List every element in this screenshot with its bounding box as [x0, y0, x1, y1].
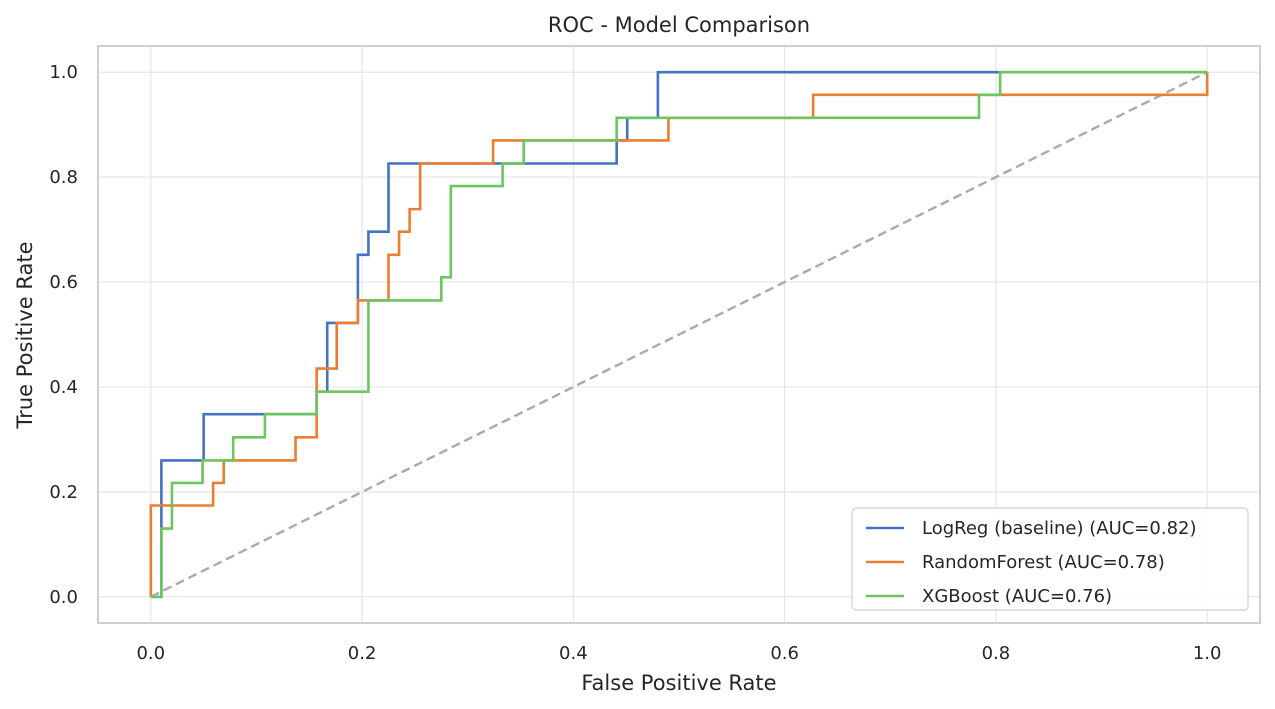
- y-axis-title: True Positive Rate: [13, 241, 37, 429]
- series-layer: [149, 70, 1209, 599]
- legend-box: [851, 507, 1249, 611]
- legend-label: RandomForest (AUC=0.78): [922, 552, 1165, 573]
- series-line-logreg: [150, 70, 1208, 599]
- tick-labels: 0.0 0.2 0.4 0.6 0.8 1.0 0.0 0.2 0.4 0.6 0.8 1.0: [49, 62, 1221, 664]
- x-tick-label: 1.0: [1193, 643, 1222, 664]
- chart-title: ROC - Model Comparison: [548, 13, 810, 37]
- series-line-xgboost: [150, 70, 1208, 599]
- x-tick-label: 0.2: [348, 643, 377, 664]
- chance-diagonal-line: [150, 71, 1208, 598]
- plot-frame: [97, 45, 1261, 624]
- x-tick-label: 0.0: [136, 643, 165, 664]
- legend-label: XGBoost (AUC=0.76): [922, 586, 1112, 607]
- y-tick-label: 0.2: [49, 482, 78, 503]
- x-tick-label: 0.8: [982, 643, 1011, 664]
- y-tick-label: 0.0: [49, 587, 78, 608]
- y-tick-label: 0.4: [49, 377, 78, 398]
- y-tick-label: 0.8: [49, 167, 78, 188]
- legend: LogReg (baseline) (AUC=0.82) RandomForest…: [851, 507, 1249, 611]
- x-tick-label: 0.6: [770, 643, 799, 664]
- x-tick-label: 0.4: [559, 643, 588, 664]
- x-axis-title: False Positive Rate: [581, 671, 776, 695]
- legend-label: LogReg (baseline) (AUC=0.82): [922, 518, 1197, 539]
- y-tick-label: 1.0: [49, 62, 78, 83]
- y-tick-label: 0.6: [49, 272, 78, 293]
